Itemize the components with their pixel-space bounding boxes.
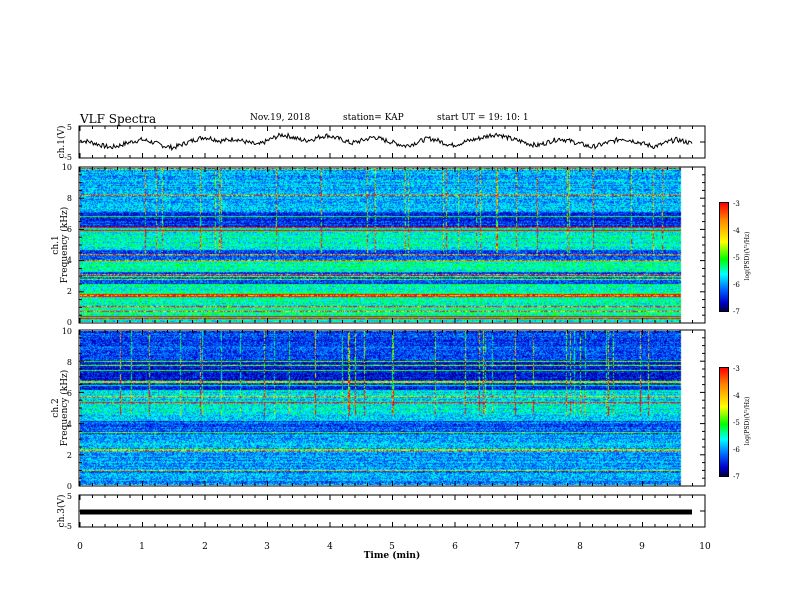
x-tick-label: 1: [139, 542, 145, 552]
ch2-spectrogram-image: [80, 331, 692, 485]
ch1-freq-tick: 2: [67, 287, 72, 296]
colorbar-tick: -7: [733, 473, 740, 481]
ch1-ylabel-frequency: Frequency (kHz): [59, 207, 70, 284]
x-tick-label: 4: [327, 542, 333, 552]
ch1-freq-tick: 6: [67, 225, 72, 234]
x-tick-label: 10: [699, 542, 711, 552]
x-tick-label: 5: [389, 542, 395, 552]
ch2-freq-tick: 2: [67, 451, 72, 460]
ch1-freq-tick: 0: [67, 318, 72, 327]
ch3-ytick-label: -5: [64, 522, 72, 531]
x-tick-label: 2: [202, 542, 208, 552]
ch1-colorbar-ticks: -3 -4 -5 -6 -7: [733, 200, 740, 316]
ch2-colorbar: [719, 367, 729, 477]
colorbar-tick: -7: [733, 308, 740, 316]
colorbar-tick: -6: [733, 281, 740, 289]
ch1-spectrogram-image: [80, 168, 692, 322]
axis-tick-marks: [79, 125, 706, 528]
ch2-spectrogram-frame: [78, 329, 706, 487]
x-tick-label: 8: [577, 542, 583, 552]
ch2-ylabel-channel: ch.2: [51, 398, 61, 417]
header-date: Nov.19, 2018: [250, 113, 311, 123]
ch2-freq-ticks: 0 2 4 6 8 10: [62, 327, 72, 491]
colorbar-tick: -6: [733, 446, 740, 454]
ch1-waveform-line: [79, 132, 693, 152]
ch1-ytick-label: 5: [67, 123, 72, 132]
ch3-waveform-ylabel: ch.3(V): [56, 495, 67, 528]
ch2-colorbar-ticks: -3 -4 -5 -6 -7: [733, 365, 740, 481]
colorbar-tick: -3: [733, 365, 740, 373]
ch1-freq-tick: 8: [67, 194, 72, 203]
ch2-colorbar-label: log(PSD)(V²/Hz): [744, 397, 751, 446]
ch1-freq-tick: 10: [62, 163, 72, 172]
header-station: station= KAP: [343, 113, 404, 123]
ch2-ylabel-frequency: Frequency (kHz): [59, 370, 70, 447]
ch2-freq-tick: 4: [67, 420, 72, 429]
x-tick-label: 3: [264, 542, 270, 552]
x-axis-label: Time (min): [364, 550, 421, 561]
colorbar-tick: -3: [733, 200, 740, 208]
ch2-freq-tick: 10: [62, 327, 72, 336]
ch1-colorbar-label: log(PSD)(V²/Hz): [744, 232, 751, 281]
ch2-freq-tick: 6: [67, 389, 72, 398]
ch1-spectrogram-frame: [78, 166, 706, 324]
colorbar-tick: -5: [733, 419, 740, 427]
colorbar-tick: -4: [733, 392, 740, 400]
header-start-time: start UT = 19: 10: 1: [437, 113, 529, 123]
chart-title: VLF Spectra: [80, 112, 157, 126]
ch3-ytick-label: 5: [67, 492, 72, 501]
ch1-freq-tick: 4: [67, 256, 72, 265]
colorbar-tick: -4: [733, 227, 740, 235]
ch1-waveform-ylabel: ch.1(V): [56, 126, 67, 159]
colorbar-tick: -5: [733, 254, 740, 262]
x-tick-label: 9: [639, 542, 645, 552]
ch1-ytick-label: -5: [64, 153, 72, 162]
ch2-freq-tick: 8: [67, 358, 72, 367]
ch1-colorbar: [719, 202, 729, 312]
x-tick-label: 6: [452, 542, 458, 552]
ch2-freq-tick: 0: [67, 482, 72, 491]
x-tick-label: 0: [77, 542, 83, 552]
x-tick-label: 7: [514, 542, 520, 552]
ch1-ylabel-channel: ch.1: [51, 235, 61, 254]
x-axis-tick-labels: 0 1 2 3 4 5 6 7 8 9 10: [77, 542, 711, 552]
ch1-freq-ticks: 0 2 4 6 8 10: [62, 163, 72, 327]
